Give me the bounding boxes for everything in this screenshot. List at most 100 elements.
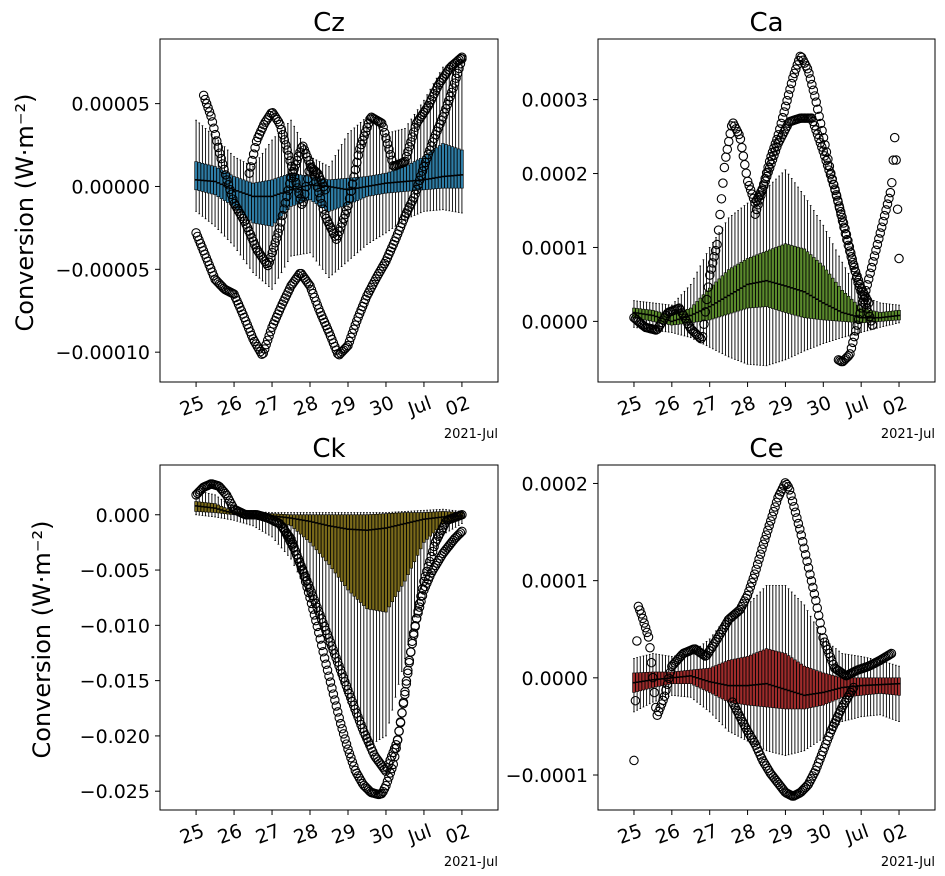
outlier-point <box>812 129 823 140</box>
outlier-point <box>848 682 859 693</box>
outlier-point <box>346 752 356 763</box>
outlier-point <box>341 342 352 352</box>
outlier-point <box>400 156 410 167</box>
outlier-point <box>302 174 313 184</box>
outlier-point <box>329 649 340 659</box>
outlier-point <box>282 191 292 202</box>
outlier-point <box>761 530 772 540</box>
outlier-point <box>705 270 715 280</box>
box <box>865 677 870 695</box>
outlier-point <box>315 193 326 203</box>
outlier-point <box>718 178 728 188</box>
box <box>812 669 816 708</box>
outlier-point <box>274 223 285 233</box>
outlier-point <box>401 151 412 162</box>
outlier-point <box>767 154 778 165</box>
box <box>409 162 414 192</box>
box <box>736 263 740 312</box>
outlier-point <box>335 665 346 675</box>
box <box>358 514 363 603</box>
outlier-point <box>442 99 453 110</box>
outlier-point <box>693 331 703 341</box>
outlier-point <box>259 344 270 354</box>
outlier-point <box>338 213 349 224</box>
outlier-point <box>300 189 310 199</box>
outlier-point <box>344 336 355 347</box>
outlier-point <box>360 127 371 137</box>
outlier-point <box>407 132 418 142</box>
outlier-point <box>848 260 859 270</box>
outlier-point <box>353 150 364 160</box>
chart-title: Cz <box>313 8 345 38</box>
outlier-point <box>270 238 280 248</box>
outlier-point <box>746 732 757 743</box>
outlier-point <box>350 164 361 175</box>
outlier-point <box>318 647 328 657</box>
outlier-point <box>378 122 388 132</box>
outlier-point <box>850 266 860 276</box>
outlier-point <box>884 193 894 204</box>
outlier-point <box>815 137 826 148</box>
outlier-point <box>759 758 770 769</box>
outlier-point <box>849 331 860 342</box>
outlier-point <box>640 622 651 633</box>
box <box>339 514 344 582</box>
box <box>837 285 841 322</box>
outlier-point <box>391 740 401 750</box>
outlier-point <box>847 685 857 695</box>
outlier-point <box>761 171 772 182</box>
outlier-point <box>413 180 423 190</box>
outlier-point <box>452 68 463 79</box>
outlier-point <box>317 198 327 209</box>
box <box>450 146 455 189</box>
outlier-point <box>639 618 649 628</box>
outlier-point <box>328 645 338 655</box>
outlier-point <box>376 788 387 799</box>
outlier-point <box>744 586 754 597</box>
box <box>717 663 721 698</box>
outlier-point <box>382 776 393 787</box>
outlier-point <box>454 529 464 540</box>
outlier-point <box>678 310 689 321</box>
box <box>711 666 715 695</box>
box <box>305 175 309 202</box>
outlier-point <box>279 204 289 214</box>
box <box>767 649 772 708</box>
outlier-point <box>871 245 881 255</box>
outlier-point <box>824 165 834 175</box>
box <box>352 514 357 597</box>
outlier-point <box>403 146 413 157</box>
box <box>780 244 784 312</box>
box <box>790 657 794 710</box>
outlier-point <box>422 103 432 113</box>
outlier-point <box>251 243 261 253</box>
outlier-point <box>702 294 712 305</box>
outlier-point <box>238 214 248 224</box>
box <box>670 315 674 326</box>
box <box>793 246 797 316</box>
y-tick-label: −0.00010 <box>56 342 151 364</box>
outlier-point <box>385 149 396 160</box>
outlier-point <box>838 700 849 710</box>
outlier-point <box>398 157 409 167</box>
chart-title: Ck <box>312 434 345 464</box>
box <box>352 177 357 203</box>
outlier-point <box>830 184 840 194</box>
box <box>733 658 737 704</box>
outlier-point <box>207 117 218 127</box>
box <box>371 514 376 611</box>
outlier-point <box>414 598 425 609</box>
y-tick-label: 0.0003 <box>522 90 588 112</box>
x-offset-label: 2021-Jul <box>881 855 935 870</box>
box <box>263 180 268 226</box>
box <box>270 179 274 227</box>
outlier-point <box>198 90 209 101</box>
box <box>875 311 879 322</box>
outlier-point <box>382 138 393 149</box>
box <box>336 178 341 209</box>
outlier-point <box>257 349 267 359</box>
box <box>403 512 407 582</box>
outlier-point <box>770 146 781 156</box>
plot-area <box>629 478 901 801</box>
